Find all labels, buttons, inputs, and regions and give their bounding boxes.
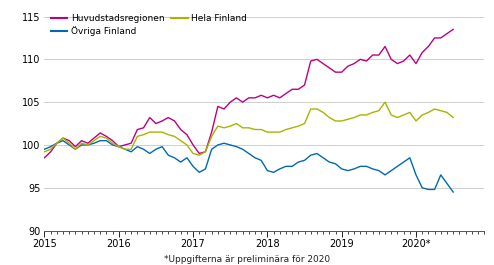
Legend: Huvudstadsregionen, Övriga Finland, Hela Finland: Huvudstadsregionen, Övriga Finland, Hela… bbox=[49, 12, 249, 38]
Text: *Uppgifterna är preliminära för 2020: *Uppgifterna är preliminära för 2020 bbox=[164, 255, 330, 264]
